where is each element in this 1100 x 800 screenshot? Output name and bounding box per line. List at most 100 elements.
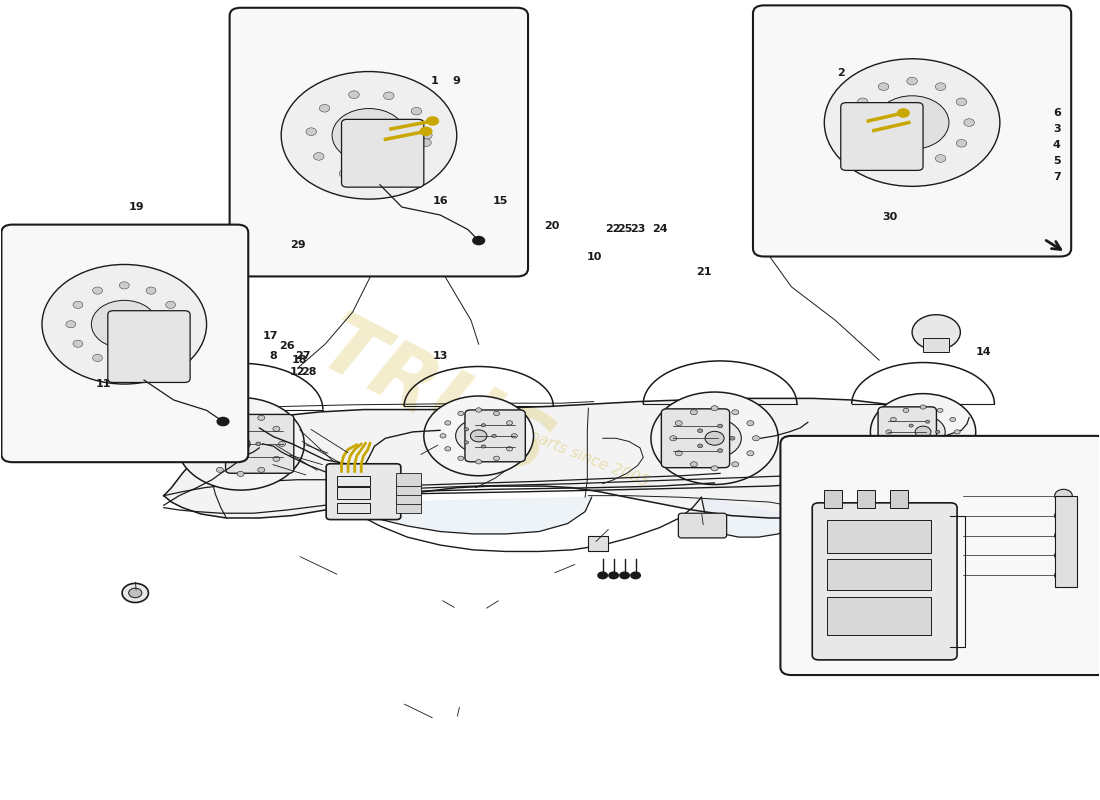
Circle shape xyxy=(619,571,630,579)
Circle shape xyxy=(42,265,207,384)
Circle shape xyxy=(912,314,960,350)
Circle shape xyxy=(217,415,223,420)
Circle shape xyxy=(512,434,517,438)
Text: 10: 10 xyxy=(586,251,602,262)
Circle shape xyxy=(458,411,464,416)
Text: 17: 17 xyxy=(263,331,278,342)
Text: 12: 12 xyxy=(290,367,306,377)
Circle shape xyxy=(243,454,249,458)
Circle shape xyxy=(697,444,703,448)
Circle shape xyxy=(896,108,910,118)
Circle shape xyxy=(306,128,317,135)
Circle shape xyxy=(349,91,360,98)
Circle shape xyxy=(146,287,156,294)
Circle shape xyxy=(597,571,608,579)
Circle shape xyxy=(238,411,244,416)
Circle shape xyxy=(906,78,917,85)
Text: 27: 27 xyxy=(296,351,311,361)
Text: 29: 29 xyxy=(289,239,306,250)
Circle shape xyxy=(201,426,208,431)
Text: a need for parts since 2005: a need for parts since 2005 xyxy=(450,398,650,490)
FancyBboxPatch shape xyxy=(754,6,1071,257)
Text: 20: 20 xyxy=(544,222,560,231)
Text: 24: 24 xyxy=(652,224,668,234)
Circle shape xyxy=(472,236,485,246)
Circle shape xyxy=(411,107,421,115)
Circle shape xyxy=(273,426,279,431)
Circle shape xyxy=(670,436,676,441)
Bar xyxy=(1055,496,1077,587)
Circle shape xyxy=(752,436,759,441)
Text: 5: 5 xyxy=(1053,156,1060,166)
FancyBboxPatch shape xyxy=(812,503,957,660)
Bar xyxy=(890,490,908,508)
FancyBboxPatch shape xyxy=(465,410,526,462)
Circle shape xyxy=(374,173,384,181)
Bar xyxy=(337,502,370,514)
Circle shape xyxy=(421,131,432,139)
Circle shape xyxy=(936,430,939,434)
Circle shape xyxy=(915,426,931,438)
Circle shape xyxy=(92,287,102,294)
Text: 8: 8 xyxy=(270,351,277,361)
Bar xyxy=(396,500,420,513)
Circle shape xyxy=(903,408,909,413)
Circle shape xyxy=(243,430,249,434)
Bar xyxy=(826,519,931,553)
FancyBboxPatch shape xyxy=(679,514,727,538)
FancyBboxPatch shape xyxy=(226,414,294,474)
Circle shape xyxy=(384,92,394,99)
Bar xyxy=(588,535,608,551)
Polygon shape xyxy=(164,398,956,518)
Circle shape xyxy=(201,456,208,462)
Circle shape xyxy=(688,419,741,458)
Bar xyxy=(857,490,874,508)
Circle shape xyxy=(257,467,265,473)
Circle shape xyxy=(66,321,76,328)
Circle shape xyxy=(173,321,183,328)
Circle shape xyxy=(231,437,250,450)
Circle shape xyxy=(630,571,641,579)
Circle shape xyxy=(956,98,967,106)
Circle shape xyxy=(903,451,909,455)
Circle shape xyxy=(1055,490,1072,502)
Circle shape xyxy=(73,340,82,347)
Text: 3: 3 xyxy=(1053,124,1060,134)
Circle shape xyxy=(949,418,956,422)
Circle shape xyxy=(878,154,889,162)
Circle shape xyxy=(711,406,718,410)
FancyBboxPatch shape xyxy=(108,310,190,382)
Circle shape xyxy=(891,418,896,422)
Circle shape xyxy=(925,441,930,444)
FancyBboxPatch shape xyxy=(878,407,936,457)
Circle shape xyxy=(717,449,723,453)
Text: 4: 4 xyxy=(1053,140,1060,150)
Circle shape xyxy=(339,170,350,178)
Circle shape xyxy=(481,424,485,427)
Text: 13: 13 xyxy=(432,351,448,361)
Circle shape xyxy=(166,340,176,347)
Circle shape xyxy=(949,442,956,446)
Text: TRUS: TRUS xyxy=(306,306,563,494)
Circle shape xyxy=(850,118,860,126)
Circle shape xyxy=(278,442,285,446)
Circle shape xyxy=(464,441,469,444)
Circle shape xyxy=(458,456,464,461)
Circle shape xyxy=(937,451,943,455)
Bar xyxy=(826,597,931,635)
Circle shape xyxy=(424,396,534,476)
Polygon shape xyxy=(702,498,800,537)
Circle shape xyxy=(1055,569,1072,582)
Circle shape xyxy=(444,421,451,425)
Text: 9: 9 xyxy=(453,76,461,86)
Circle shape xyxy=(675,450,682,456)
FancyBboxPatch shape xyxy=(661,409,729,468)
Circle shape xyxy=(506,421,513,425)
Circle shape xyxy=(886,430,892,434)
Bar xyxy=(923,338,949,352)
Circle shape xyxy=(909,437,913,440)
Circle shape xyxy=(1055,549,1072,562)
Circle shape xyxy=(464,428,469,431)
Bar xyxy=(396,482,420,495)
Bar xyxy=(826,559,931,590)
